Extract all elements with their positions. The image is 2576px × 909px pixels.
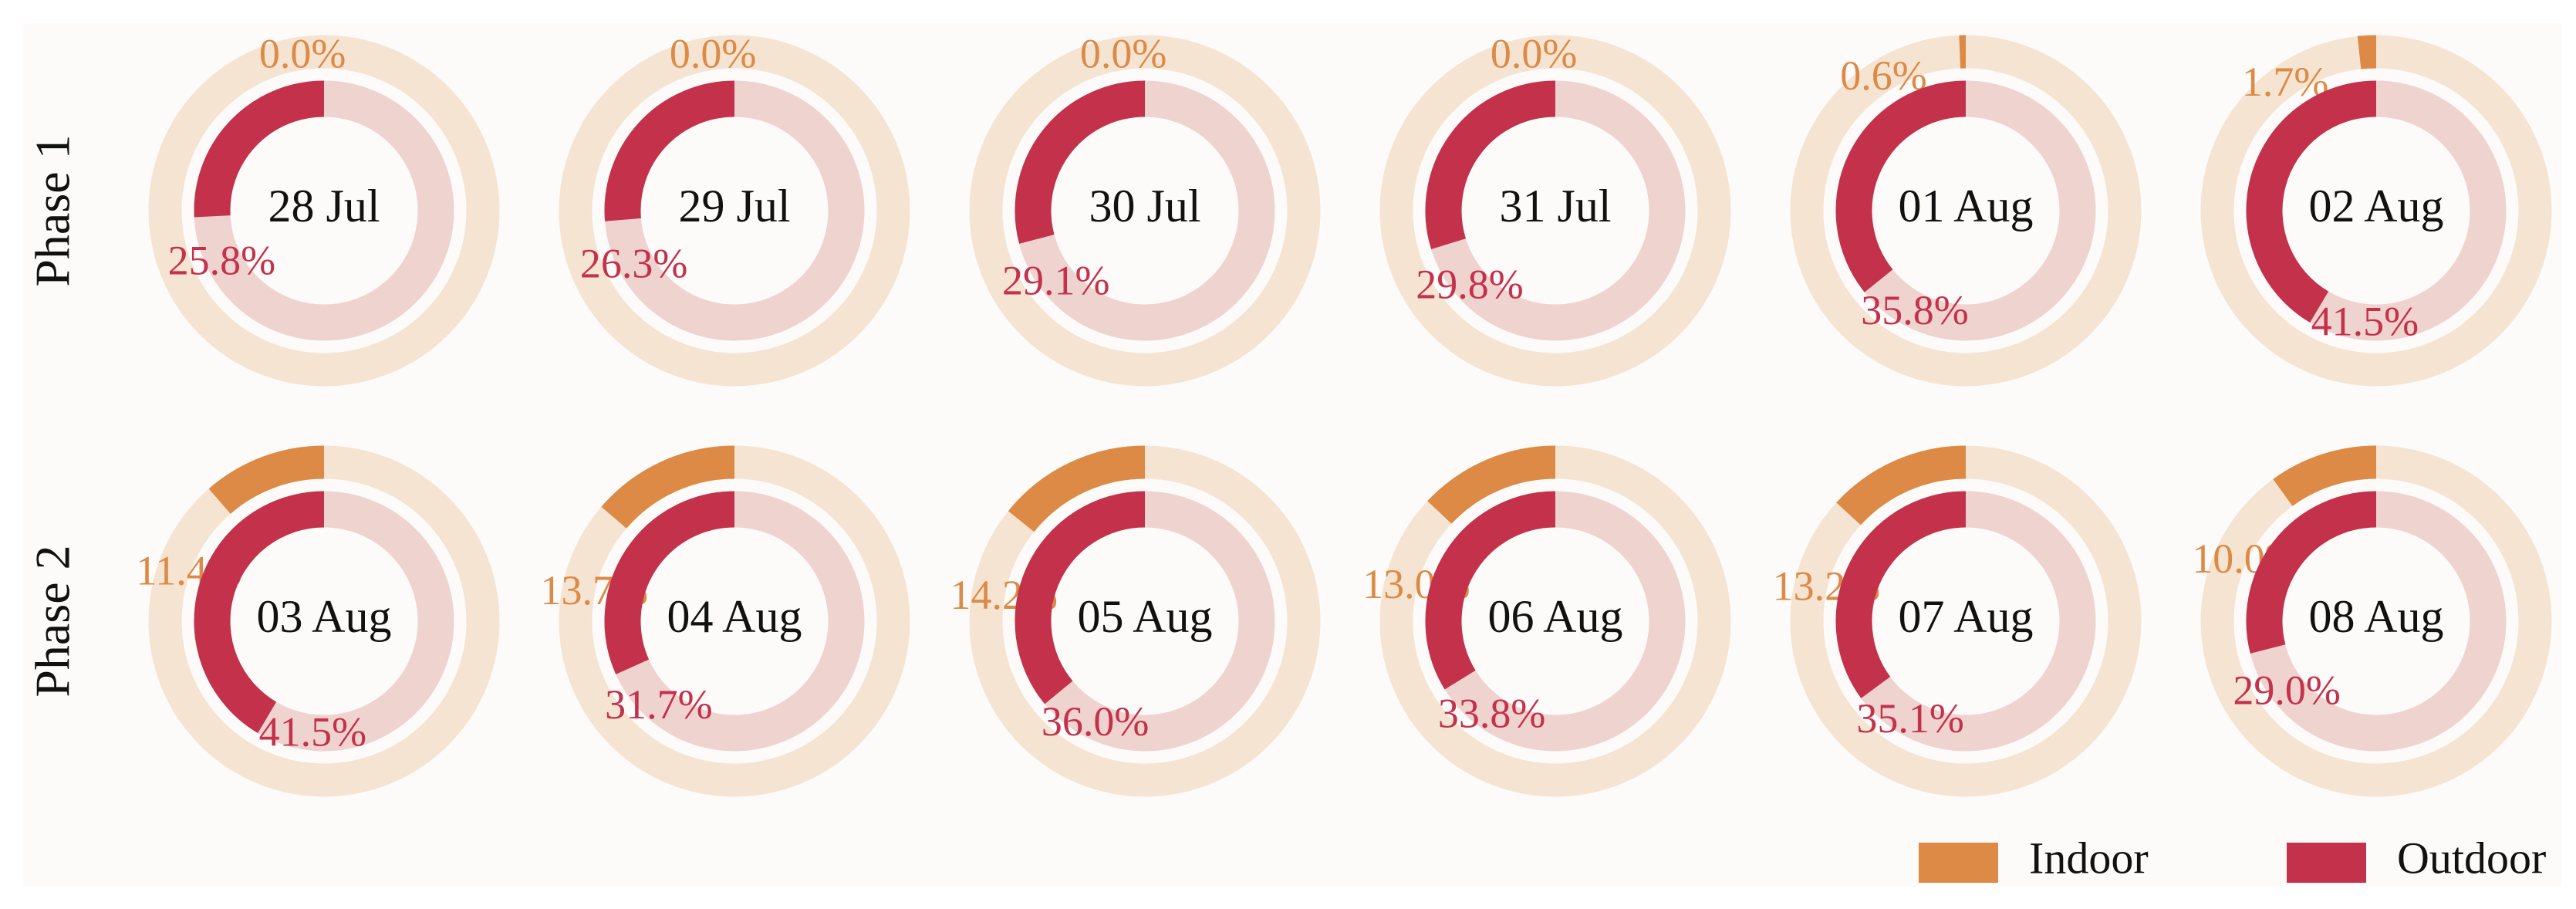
value-label: 35.1%: [1856, 695, 1963, 742]
donut-arc: [194, 491, 325, 734]
donut-arc: [1425, 80, 1556, 250]
donut-arc: [601, 445, 735, 529]
value-label: 25.8%: [168, 238, 275, 284]
value-label: 26.3%: [580, 241, 687, 287]
legend-swatch: [2287, 843, 2366, 883]
donut-arc: [1836, 445, 1967, 525]
donut-arc: [1425, 491, 1556, 690]
donut-arc: [2246, 491, 2377, 654]
value-label: 0.6%: [1840, 52, 1926, 99]
donut-arc: [1008, 445, 1146, 532]
row-label: Phase 2: [25, 545, 80, 697]
donut-arc: [2273, 445, 2377, 507]
row-label: Phase 1: [25, 134, 80, 286]
value-label: 41.5%: [259, 709, 366, 755]
donut-arc: [604, 80, 735, 221]
donut-arc: [2246, 80, 2377, 323]
legend-label: Indoor: [2029, 833, 2149, 883]
value-label: 33.8%: [1438, 691, 1545, 737]
value-label: 0.0%: [1080, 30, 1166, 76]
value-label: 36.0%: [1042, 698, 1149, 745]
date-label: 07 Aug: [1898, 591, 2033, 642]
date-label: 30 Jul: [1089, 181, 1200, 231]
donut-arc: [1835, 80, 1967, 292]
date-label: 08 Aug: [2308, 591, 2443, 642]
value-label: 29.8%: [1416, 261, 1523, 307]
donut-arc: [1015, 491, 1146, 705]
date-label: 04 Aug: [667, 591, 802, 642]
donut-arc: [194, 80, 325, 218]
value-label: 0.0%: [670, 30, 756, 76]
outer-track: [1379, 35, 1731, 387]
legend-label: Outdoor: [2397, 833, 2546, 883]
date-label: 31 Jul: [1499, 181, 1611, 231]
value-label: 29.1%: [1002, 257, 1109, 303]
value-label: 0.0%: [259, 30, 346, 76]
date-label: 29 Jul: [678, 181, 790, 231]
donut-arc: [1015, 80, 1146, 244]
donut-arc: [208, 445, 325, 515]
date-label: 28 Jul: [268, 181, 380, 231]
value-label: 0.0%: [1491, 30, 1577, 76]
donut-arc: [604, 491, 735, 674]
value-label: 41.5%: [2311, 299, 2419, 345]
value-label: 29.0%: [2233, 667, 2340, 714]
value-label: 31.7%: [605, 681, 712, 728]
legend-swatch: [1919, 843, 1998, 883]
date-label: 06 Aug: [1487, 591, 1622, 642]
date-label: 01 Aug: [1898, 181, 2033, 231]
date-label: 02 Aug: [2308, 181, 2443, 231]
outer-track: [559, 35, 910, 387]
donut-arc: [1427, 445, 1556, 525]
value-label: 35.8%: [1861, 287, 1968, 333]
outer-track: [969, 35, 1321, 387]
date-label: 03 Aug: [256, 591, 391, 642]
outer-track: [148, 35, 500, 387]
donut-arc: [1835, 491, 1967, 698]
date-label: 05 Aug: [1077, 591, 1212, 642]
